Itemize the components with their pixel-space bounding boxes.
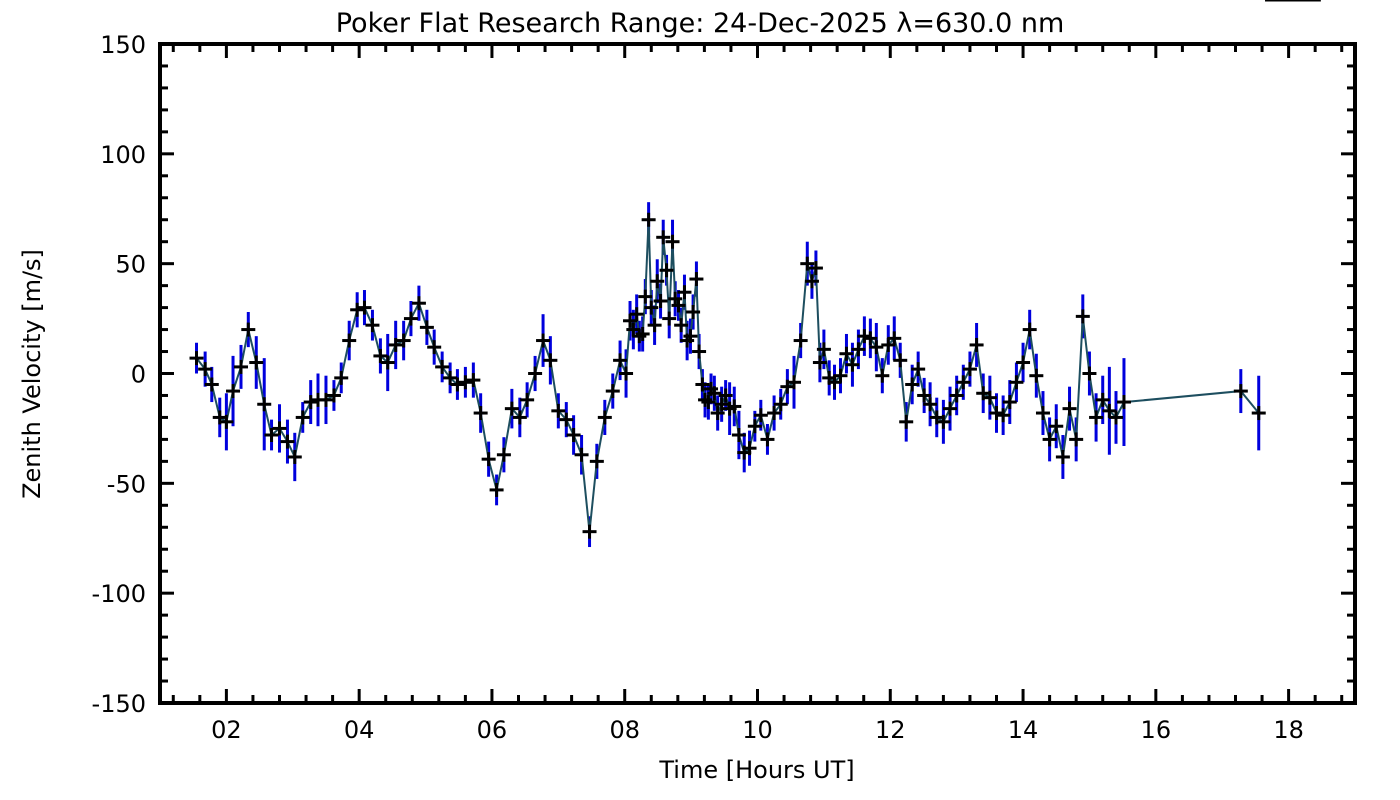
x-tick-label: 14 xyxy=(1008,716,1039,744)
x-tick-label: 18 xyxy=(1273,716,1304,744)
data-point-markers xyxy=(189,0,1321,539)
axis-tick-labels: 02 04 06 08 10 12 14 16 18 150 100 50 0 -50 -100 -150 xyxy=(92,31,1304,744)
x-tick-label: 10 xyxy=(742,716,773,744)
y-tick-label: -150 xyxy=(92,690,146,718)
x-tick-label: 08 xyxy=(609,716,640,744)
y-tick-label: 0 xyxy=(131,361,146,389)
y-tick-label: -100 xyxy=(92,580,146,608)
chart-title: Poker Flat Research Range: 24-Dec-2025 λ… xyxy=(336,8,1065,39)
x-tick-label: 02 xyxy=(211,716,242,744)
x-tick-label: 06 xyxy=(477,716,508,744)
y-tick-label: 50 xyxy=(115,251,146,279)
y-tick-label: 150 xyxy=(100,31,146,59)
y-tick-label: 100 xyxy=(100,141,146,169)
x-tick-label: 04 xyxy=(344,716,375,744)
y-axis-label: Zenith Velocity [m/s] xyxy=(18,249,46,499)
x-tick-label: 16 xyxy=(1141,716,1172,744)
plot-frame xyxy=(158,42,1357,705)
x-tick-label: 12 xyxy=(875,716,906,744)
y-tick-label: -50 xyxy=(107,470,146,498)
x-axis-label: Time [Hours UT] xyxy=(658,756,854,784)
